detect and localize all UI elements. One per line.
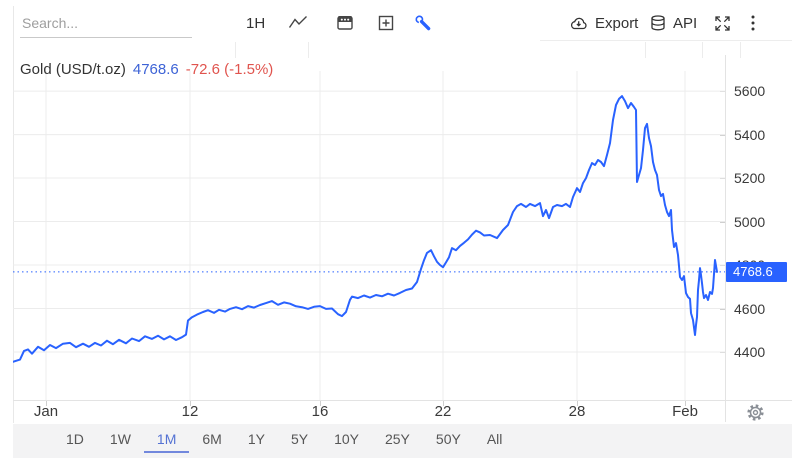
zigzag-line-icon: [288, 14, 308, 32]
period-button-5y[interactable]: 5Y: [278, 430, 321, 453]
price-change: -72.6 (-1.5%): [185, 61, 274, 78]
x-axis-tick: [443, 401, 444, 406]
api-button[interactable]: API: [649, 11, 697, 35]
x-axis-label: Jan: [33, 403, 59, 420]
y-axis-label: 5400: [734, 126, 766, 143]
period-button-1d[interactable]: 1D: [53, 430, 97, 453]
toolbar-divider: [540, 40, 792, 41]
chart-style-button[interactable]: [288, 11, 308, 35]
y-axis-border: [725, 55, 726, 422]
y-axis-label: 5000: [734, 213, 766, 230]
x-axis-tick: [320, 401, 321, 406]
x-axis-label: 22: [434, 403, 452, 420]
widget-left-border: [13, 6, 14, 423]
instrument-title: Gold (USD/t.oz): [20, 61, 126, 78]
period-button-1w[interactable]: 1W: [97, 430, 144, 453]
period-selector-bar: 1D 1W 1M 6M 1Y 5Y 10Y 25Y 50Y All: [13, 424, 792, 458]
chart-legend: Gold (USD/t.oz) 4768.6 -72.6 (-1.5%): [20, 61, 273, 78]
toolbar-separator: [308, 42, 309, 58]
x-axis-label: 28: [568, 403, 586, 420]
interval-button[interactable]: 1H: [246, 11, 265, 35]
more-menu-button[interactable]: [750, 11, 756, 35]
toolbar-separator: [702, 42, 703, 58]
kebab-menu-icon: [750, 14, 756, 32]
tools-button[interactable]: [414, 11, 433, 35]
add-indicator-button[interactable]: [377, 11, 395, 35]
period-button-all[interactable]: All: [474, 430, 516, 453]
period-button-6m[interactable]: 6M: [189, 430, 234, 453]
database-icon: [649, 14, 667, 32]
search-input[interactable]: [20, 12, 192, 38]
fullscreen-button[interactable]: [713, 11, 732, 35]
period-button-10y[interactable]: 10Y: [321, 430, 372, 453]
calendar-button[interactable]: [336, 11, 354, 35]
plus-square-icon: [377, 14, 395, 32]
y-axis-label: 4600: [734, 300, 766, 317]
interval-label: 1H: [246, 14, 266, 32]
chart-settings-button[interactable]: [744, 403, 766, 423]
y-axis-label: 5600: [734, 83, 766, 100]
export-button[interactable]: Export: [568, 11, 638, 35]
api-label: API: [673, 14, 698, 32]
x-axis-label: 16: [311, 403, 329, 420]
calendar-icon: [336, 14, 354, 32]
period-button-50y[interactable]: 50Y: [423, 430, 474, 453]
period-button-1m[interactable]: 1M: [143, 430, 190, 453]
x-axis-label: 12: [181, 403, 199, 420]
toolbar-separator: [740, 42, 741, 58]
price-chart-plot[interactable]: [13, 55, 725, 402]
x-axis-border: [13, 400, 792, 401]
toolbar-separator: [645, 42, 646, 58]
y-axis-label: 4400: [734, 343, 766, 360]
y-axis-label: 5200: [734, 170, 766, 187]
period-button-25y[interactable]: 25Y: [372, 430, 423, 453]
cloud-download-icon: [568, 15, 589, 32]
x-axis-tick: [685, 401, 686, 406]
x-axis-tick: [190, 401, 191, 406]
x-axis-tick: [46, 401, 47, 406]
toolbar-separator: [235, 42, 236, 58]
expand-arrows-icon: [713, 14, 732, 33]
x-axis-tick: [577, 401, 578, 406]
gear-icon: [746, 404, 765, 425]
current-price-badge: 4768.6: [726, 261, 787, 282]
x-axis-label: Feb: [672, 403, 698, 420]
wrench-icon: [414, 14, 433, 33]
export-label: Export: [595, 14, 639, 32]
last-price: 4768.6: [132, 61, 179, 78]
period-button-1y[interactable]: 1Y: [235, 430, 278, 453]
